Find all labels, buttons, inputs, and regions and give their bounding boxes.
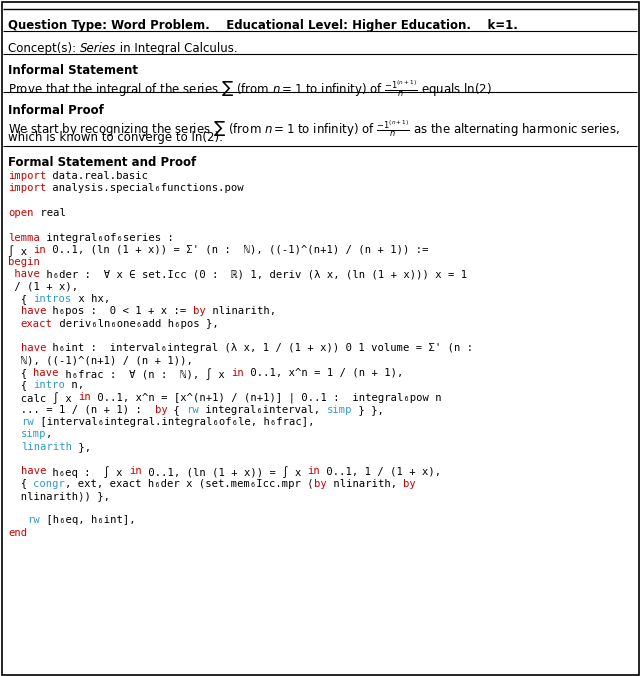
Text: have: have	[8, 270, 40, 279]
Text: in: in	[129, 466, 142, 476]
Text: in: in	[78, 392, 91, 402]
Text: , ext, exact h₆der x (set.mem₆Icc.mpr ⟨: , ext, exact h₆der x (set.mem₆Icc.mpr ⟨	[65, 479, 314, 489]
Text: begin: begin	[8, 257, 40, 267]
Text: in Integral Calculus.: in Integral Calculus.	[116, 42, 237, 55]
Text: nlinarith,: nlinarith,	[205, 306, 276, 316]
Text: 0..1, x^n = [x^(n+1) / (n+1)] | 0..1 :  integral₆pow n: 0..1, x^n = [x^(n+1) / (n+1)] | 0..1 : i…	[91, 392, 442, 403]
Text: end: end	[8, 528, 27, 537]
Text: ℕ), ((-1)^(n+1) / (n + 1)),: ℕ), ((-1)^(n+1) / (n + 1)),	[8, 356, 193, 366]
Text: simp: simp	[327, 405, 352, 414]
Text: intros: intros	[33, 294, 72, 304]
Text: import: import	[8, 171, 46, 181]
Text: in: in	[33, 245, 46, 255]
Text: have: have	[20, 306, 46, 316]
Text: n,: n,	[65, 380, 84, 390]
Text: linarith: linarith	[20, 441, 72, 452]
Text: simp: simp	[20, 429, 46, 439]
Text: by: by	[403, 479, 416, 489]
Text: real: real	[33, 208, 65, 218]
Text: Concept(s):: Concept(s):	[8, 42, 80, 55]
Text: Prove that the integral of the series $\sum$ (from $n = 1$ to infinity) of $\fra: Prove that the integral of the series $\…	[8, 78, 495, 99]
Text: have: have	[20, 343, 46, 353]
Text: {: {	[168, 405, 186, 414]
Text: {: {	[8, 294, 33, 304]
Text: rw: rw	[186, 405, 199, 414]
Text: Formal Statement and Proof: Formal Statement and Proof	[8, 156, 196, 169]
Text: / (1 + x),: / (1 + x),	[8, 282, 78, 292]
Text: h₆int :  interval₆integral (λ x, 1 / (1 + x)) 0 1 volume = Σ' (n :: h₆int : interval₆integral (λ x, 1 / (1 +…	[46, 343, 474, 353]
Text: by: by	[193, 306, 205, 316]
Text: } },: } },	[352, 405, 384, 414]
Text: ,: ,	[46, 429, 52, 439]
Text: exact: exact	[20, 318, 52, 329]
Text: import: import	[8, 183, 46, 193]
Text: x hx,: x hx,	[72, 294, 110, 304]
Text: },: },	[72, 441, 91, 452]
Text: calc ∫ x: calc ∫ x	[8, 392, 78, 404]
Text: {: {	[8, 479, 33, 489]
Text: ... = 1 / (n + 1) :: ... = 1 / (n + 1) :	[8, 405, 155, 414]
Text: Question Type: Word Problem.    Educational Level: Higher Education.    k=1.: Question Type: Word Problem. Educational…	[8, 19, 518, 32]
Text: Informal Statement: Informal Statement	[8, 64, 138, 77]
Text: integral₆interval,: integral₆interval,	[199, 405, 327, 414]
Text: deriv₆ln₆one₆add h₆pos },: deriv₆ln₆one₆add h₆pos },	[52, 318, 218, 329]
Text: h₆pos :  0 < 1 + x :=: h₆pos : 0 < 1 + x :=	[46, 306, 193, 316]
Text: h₆eq :  ∫ x: h₆eq : ∫ x	[46, 466, 129, 478]
Text: h₆der :  ∀ x ∈ set.Icc (0 :  ℝ) 1, deriv (λ x, (ln (1 + x))) x = 1: h₆der : ∀ x ∈ set.Icc (0 : ℝ) 1, deriv (…	[40, 270, 467, 279]
Text: lemma: lemma	[8, 233, 40, 243]
Text: [interval₆integral.integral₆of₆le, h₆frac],: [interval₆integral.integral₆of₆le, h₆fra…	[33, 417, 314, 427]
Text: rw: rw	[27, 515, 40, 525]
Text: 0..1, 1 / (1 + x),: 0..1, 1 / (1 + x),	[321, 466, 442, 476]
Text: nlinarith,: nlinarith,	[327, 479, 403, 489]
Text: Informal Proof: Informal Proof	[8, 104, 104, 117]
Text: 0..1, (ln (1 + x)) = Σ' (n :  ℕ), ((-1)^(n+1) / (n + 1)) :=: 0..1, (ln (1 + x)) = Σ' (n : ℕ), ((-1)^(…	[46, 245, 429, 255]
Text: intro: intro	[33, 380, 65, 390]
Text: which is known to converge to ln(2).: which is known to converge to ln(2).	[8, 132, 223, 145]
Text: have: have	[20, 466, 46, 476]
Text: data.real.basic: data.real.basic	[46, 171, 148, 181]
Text: h₆frac :  ∀ (n :  ℕ), ∫ x: h₆frac : ∀ (n : ℕ), ∫ x	[59, 368, 231, 380]
Text: We start by recognizing the series $\sum$ (from $n = 1$ to infinity) of $\frac{-: We start by recognizing the series $\sum…	[8, 118, 620, 139]
Text: by: by	[314, 479, 327, 489]
Text: integral₆of₆series :: integral₆of₆series :	[40, 233, 173, 243]
Text: analysis.special₆functions.pow: analysis.special₆functions.pow	[46, 183, 244, 193]
Text: open: open	[8, 208, 33, 218]
Text: rw: rw	[20, 417, 33, 427]
Text: by: by	[155, 405, 168, 414]
Text: Series: Series	[80, 42, 116, 55]
Text: in: in	[231, 368, 244, 378]
Text: congr: congr	[33, 479, 65, 489]
Text: {: {	[8, 368, 33, 378]
Text: [h₆eq, h₆int],: [h₆eq, h₆int],	[40, 515, 136, 525]
Text: in: in	[308, 466, 321, 476]
Text: have: have	[33, 368, 59, 378]
Text: {: {	[8, 380, 33, 390]
Text: nlinarith⟩) },: nlinarith⟩) },	[8, 491, 110, 501]
Text: ∫ x: ∫ x	[8, 245, 33, 257]
Text: 0..1, x^n = 1 / (n + 1),: 0..1, x^n = 1 / (n + 1),	[244, 368, 403, 378]
Text: 0..1, (ln (1 + x)) = ∫ x: 0..1, (ln (1 + x)) = ∫ x	[142, 466, 308, 478]
